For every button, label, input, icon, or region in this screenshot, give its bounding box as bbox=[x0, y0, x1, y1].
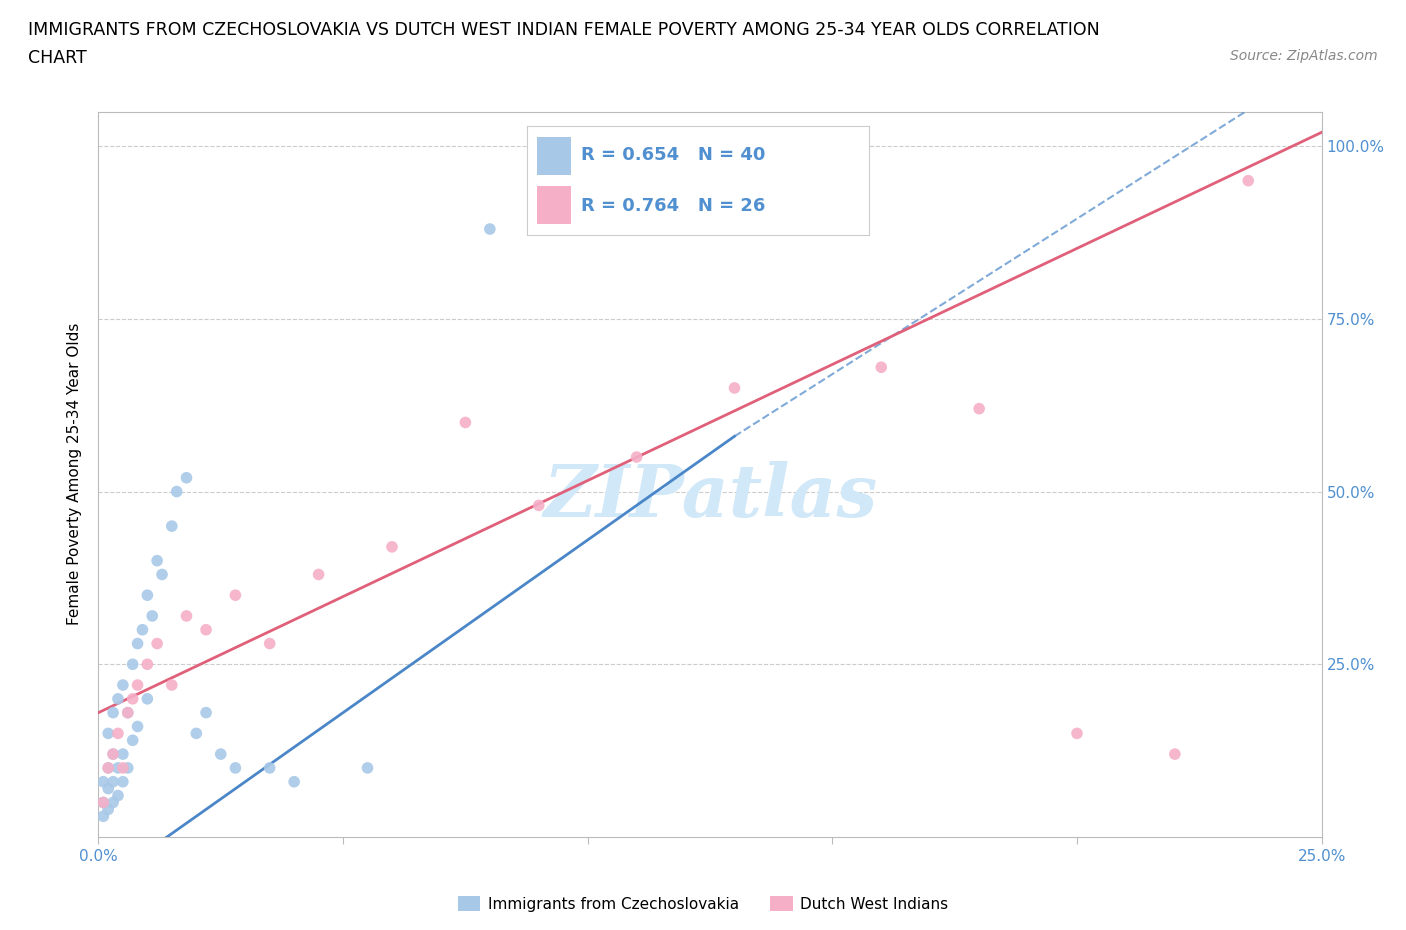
Point bbox=[146, 553, 169, 568]
Point bbox=[186, 726, 208, 741]
Point bbox=[97, 726, 120, 741]
Point bbox=[131, 622, 153, 637]
Point bbox=[195, 622, 218, 637]
Point bbox=[136, 691, 159, 706]
Text: IMMIGRANTS FROM CZECHOSLOVAKIA VS DUTCH WEST INDIAN FEMALE POVERTY AMONG 25-34 Y: IMMIGRANTS FROM CZECHOSLOVAKIA VS DUTCH … bbox=[28, 21, 1099, 39]
Point bbox=[97, 761, 120, 776]
Point bbox=[150, 567, 173, 582]
Point bbox=[117, 761, 139, 776]
Point bbox=[121, 657, 143, 671]
Point bbox=[127, 636, 149, 651]
Point bbox=[1237, 173, 1260, 188]
Point bbox=[160, 519, 183, 534]
Point bbox=[101, 747, 124, 762]
Point bbox=[111, 761, 134, 776]
Point bbox=[101, 775, 124, 790]
Point bbox=[136, 588, 159, 603]
Point bbox=[111, 775, 134, 790]
Point bbox=[97, 761, 120, 776]
Point bbox=[101, 747, 124, 762]
Point bbox=[136, 657, 159, 671]
Point bbox=[160, 678, 183, 693]
Point bbox=[127, 719, 149, 734]
Point bbox=[91, 809, 114, 824]
Point bbox=[91, 775, 114, 790]
Point bbox=[107, 691, 129, 706]
Point bbox=[117, 705, 139, 720]
Y-axis label: Female Poverty Among 25-34 Year Olds: Female Poverty Among 25-34 Year Olds bbox=[67, 323, 83, 626]
Point bbox=[107, 788, 129, 803]
Point bbox=[454, 415, 477, 430]
Point bbox=[97, 802, 120, 817]
Text: Source: ZipAtlas.com: Source: ZipAtlas.com bbox=[1230, 49, 1378, 63]
Point bbox=[209, 747, 232, 762]
Point bbox=[107, 726, 129, 741]
Point bbox=[121, 691, 143, 706]
Point bbox=[111, 747, 134, 762]
Point bbox=[308, 567, 330, 582]
Point bbox=[176, 608, 198, 623]
Point bbox=[723, 380, 745, 395]
Point bbox=[121, 733, 143, 748]
Point bbox=[91, 795, 114, 810]
Point bbox=[176, 471, 198, 485]
Point bbox=[870, 360, 893, 375]
Legend: Immigrants from Czechoslovakia, Dutch West Indians: Immigrants from Czechoslovakia, Dutch We… bbox=[451, 889, 955, 918]
Point bbox=[117, 705, 139, 720]
Point bbox=[141, 608, 163, 623]
Point bbox=[224, 761, 246, 776]
Point bbox=[127, 678, 149, 693]
Point bbox=[259, 761, 281, 776]
Text: CHART: CHART bbox=[28, 49, 87, 67]
Point bbox=[478, 221, 501, 236]
Point bbox=[91, 795, 114, 810]
Text: ZIPatlas: ZIPatlas bbox=[543, 460, 877, 532]
Point bbox=[224, 588, 246, 603]
Point bbox=[146, 636, 169, 651]
Point bbox=[626, 449, 648, 464]
Point bbox=[101, 795, 124, 810]
Point bbox=[967, 401, 990, 416]
Point bbox=[356, 761, 378, 776]
Point bbox=[283, 775, 305, 790]
Point bbox=[107, 761, 129, 776]
Point bbox=[195, 705, 218, 720]
Point bbox=[101, 705, 124, 720]
Point bbox=[1066, 726, 1088, 741]
Point bbox=[527, 498, 550, 512]
Point bbox=[381, 539, 404, 554]
Point bbox=[259, 636, 281, 651]
Point bbox=[111, 678, 134, 693]
Point bbox=[1164, 747, 1187, 762]
Point bbox=[97, 781, 120, 796]
Point bbox=[166, 485, 188, 499]
